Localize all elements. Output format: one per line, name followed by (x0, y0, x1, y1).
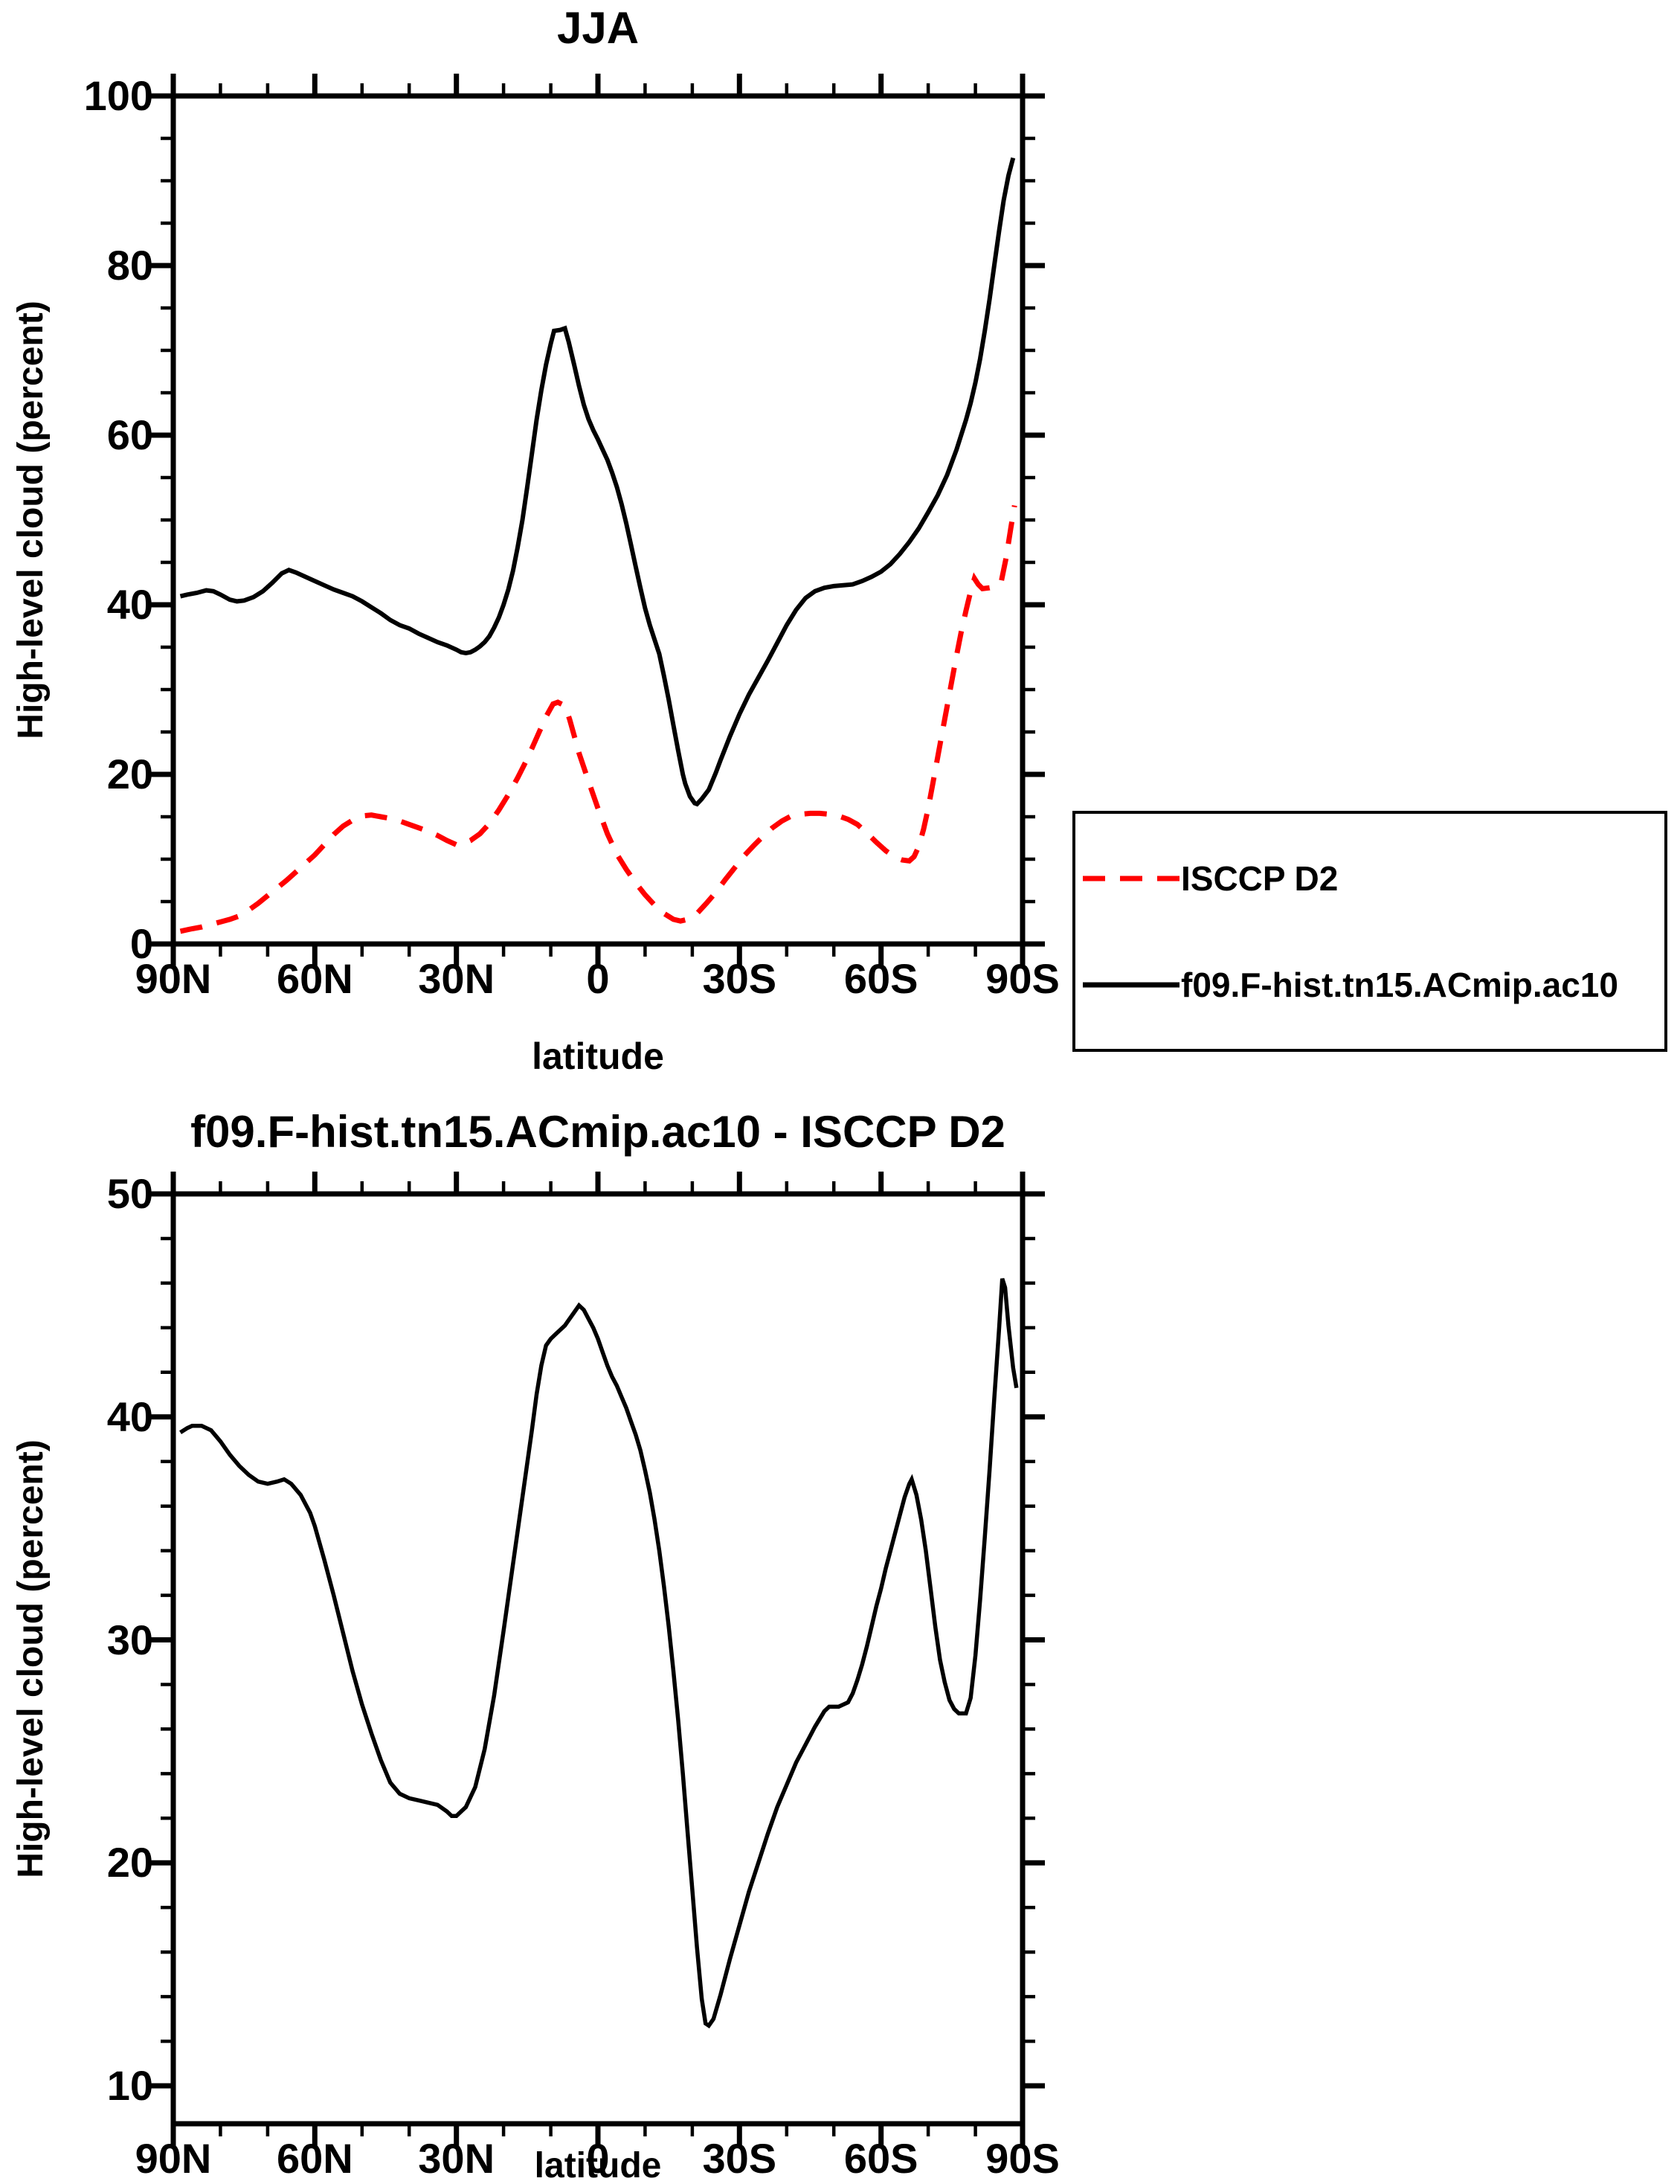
tick-label: 60S (843, 955, 918, 1002)
legend-solid-line-sample-icon (1083, 982, 1179, 988)
tick-label: 50 (106, 1170, 153, 1217)
tick-label: 30N (418, 955, 495, 1002)
legend-entry-isccp: ISCCP D2 (1075, 856, 1664, 901)
tick-label: 20 (106, 751, 153, 797)
tick-label: 30S (702, 955, 777, 1002)
tick-label: 30S (702, 2135, 777, 2182)
legend-dashed-line-sample-icon (1083, 876, 1179, 881)
series-f09-f-hist-tn15-acmip-ac10 (179, 157, 1016, 807)
tick-label: 0 (586, 955, 610, 1002)
tick-label: 60N (276, 955, 353, 1002)
tick-label: 60 (106, 411, 153, 458)
bottom-chart-y-axis-label: High-level cloud (percent) (11, 1439, 51, 1878)
tick-label: 0 (586, 2135, 610, 2182)
tick-label: 90N (135, 955, 212, 1002)
series-f09-f-hist-tn15-acmip-ac10-isccp-d2 (179, 1278, 1019, 2029)
legend-label-isccp: ISCCP D2 (1181, 859, 1339, 898)
tick-label: 30 (106, 1616, 153, 1663)
tick-label: 40 (106, 581, 153, 628)
tick-label: 40 (106, 1393, 153, 1440)
tick-label: 30N (418, 2135, 495, 2182)
tick-label: 100 (83, 72, 153, 119)
tick-label: 0 (129, 920, 153, 967)
series-isccp-d2 (179, 505, 1017, 934)
tick-label: 80 (106, 242, 153, 289)
tick-label: 90N (135, 2135, 212, 2182)
legend-label-model: f09.F-hist.tn15.ACmip.ac10 (1181, 966, 1618, 1004)
legend: ISCCP D2 f09.F-hist.tn15.ACmip.ac10 (1072, 811, 1667, 1052)
tick-label: 60S (843, 2135, 918, 2182)
top-chart-y-axis-label: High-level cloud (percent) (11, 301, 51, 739)
top-chart-x-axis-label: latitude (532, 1035, 664, 1077)
bottom-chart-x-axis-label: latitude (534, 2146, 662, 2184)
legend-entry-model: f09.F-hist.tn15.ACmip.ac10 (1075, 963, 1664, 1007)
top-chart-title: JJA (556, 3, 640, 53)
tick-label: 90S (985, 2135, 1060, 2182)
tick-label: 10 (106, 2062, 153, 2110)
tick-label: 60N (276, 2135, 353, 2182)
bottom-chart-title: f09.F-hist.tn15.ACmip.ac10 - ISCCP D2 (190, 1107, 1005, 1157)
tick-label: 20 (106, 1839, 153, 1886)
